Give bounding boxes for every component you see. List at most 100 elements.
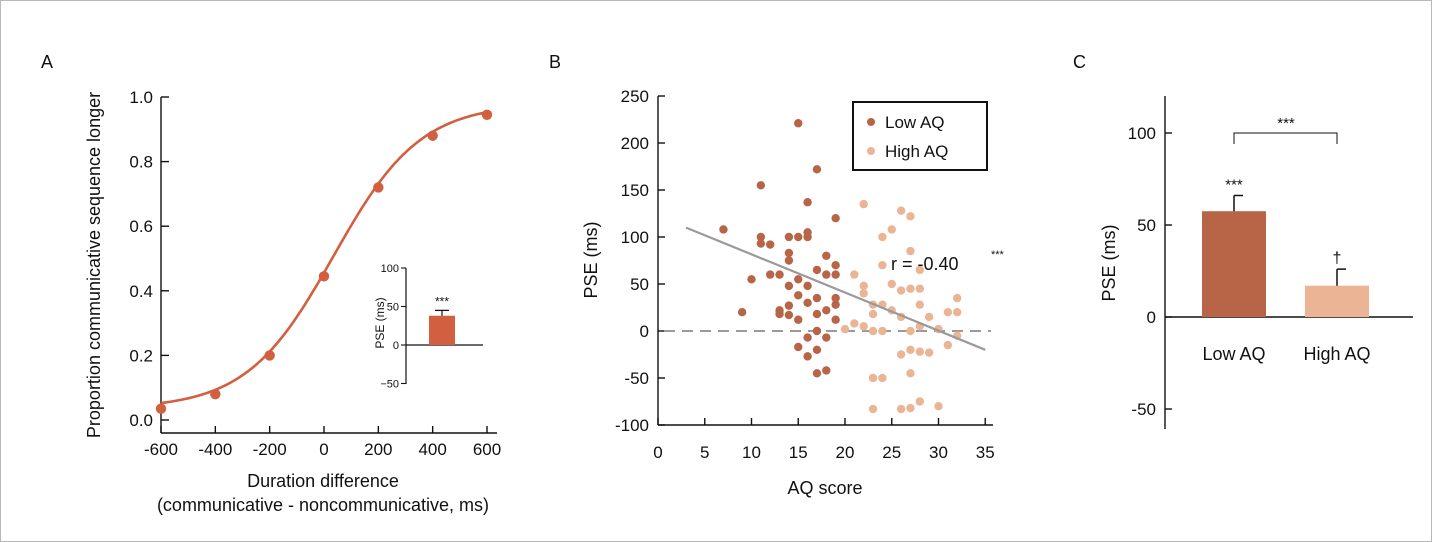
a-data-point (373, 182, 384, 193)
c-y-ticks: 100 50 0 -50 (1128, 124, 1172, 419)
panel-c-label: C (1073, 52, 1086, 72)
c-y-tick-label: -50 (1131, 400, 1156, 419)
legend-label-low: Low AQ (885, 113, 945, 132)
b-point-high-aq (943, 308, 953, 317)
b-y-tick-label: -50 (624, 369, 649, 388)
b-point-high-aq (915, 347, 924, 356)
b-point-high-aq (934, 402, 943, 411)
b-point-high-aq (868, 404, 878, 414)
b-point-high-aq (868, 373, 878, 383)
b-x-tick-label: 0 (653, 443, 662, 462)
b-point-low-aq (803, 333, 812, 342)
b-point-low-aq (831, 315, 840, 324)
b-point-low-aq (784, 281, 794, 291)
b-point-high-aq (906, 345, 915, 354)
b-point-high-aq (906, 246, 915, 256)
b-point-low-aq (794, 275, 803, 284)
b-point-low-aq (822, 333, 831, 342)
b-point-high-aq (953, 308, 962, 317)
c-error-bar (1233, 194, 1243, 212)
a-x-tick-label: 400 (418, 440, 446, 459)
a-x-tick-label: -400 (198, 440, 232, 459)
a-x-tick-label: -200 (253, 440, 287, 459)
b-point-low-aq (812, 326, 822, 336)
b-y-tick-label: 0 (640, 322, 649, 341)
b-point-high-aq (850, 319, 859, 328)
b-point-low-aq (794, 119, 803, 128)
b-regression-line (685, 226, 986, 351)
b-y-tick-label: 100 (621, 228, 649, 247)
b-point-high-aq (878, 261, 887, 270)
b-point-high-aq (906, 212, 915, 221)
b-point-high-aq (906, 326, 915, 336)
b-point-high-aq (896, 350, 906, 359)
panel-a: A 0.0 0.2 0.4 0.6 0.8 1.0 -600 -400 -200 0 200 400… (41, 52, 501, 515)
b-point-low-aq (747, 275, 756, 284)
b-x-tick-label: 5 (700, 443, 709, 462)
b-point-low-aq (812, 369, 822, 378)
b-point-low-aq (794, 315, 803, 324)
c-bar-significance: † (1333, 250, 1342, 267)
b-y-ticks: 250 200 150 100 50 0 -50 -100 (615, 87, 665, 435)
b-point-low-aq (822, 306, 831, 315)
b-point-high-aq (868, 326, 878, 336)
b-point-high-aq (896, 286, 906, 295)
b-point-low-aq (831, 300, 840, 309)
b-point-low-aq (822, 366, 831, 375)
b-y-tick-label: 50 (630, 275, 649, 294)
a-x-tick-label: -600 (144, 440, 178, 459)
c-bracket-significance: *** (1277, 115, 1295, 132)
inset-tick-label: 0 (393, 340, 399, 352)
c-y-axis-label: PSE (ms) (1099, 224, 1119, 301)
b-point-high-aq (859, 281, 868, 291)
b-point-low-aq (784, 310, 794, 320)
panel-b-label: B (549, 52, 561, 72)
a-data-point (427, 130, 438, 141)
b-point-high-aq (878, 326, 887, 336)
a-x-tick-label: 200 (364, 440, 392, 459)
b-point-low-aq (803, 281, 812, 291)
c-y-tick-label: 100 (1128, 124, 1156, 143)
b-point-low-aq (812, 345, 822, 354)
b-x-axis-label: AQ score (787, 478, 862, 498)
a-y-tick-label: 0.6 (129, 217, 153, 236)
b-point-low-aq (803, 198, 812, 207)
a-x-tick-label: 0 (319, 440, 328, 459)
b-point-high-aq (943, 340, 953, 350)
b-x-tick-label: 25 (882, 443, 901, 462)
b-point-low-aq (812, 165, 822, 174)
a-fit-curve (160, 110, 488, 405)
b-point-low-aq (803, 298, 812, 307)
inset-tick-label: −50 (380, 379, 399, 391)
a-data-points (155, 109, 493, 414)
c-category-label: High AQ (1303, 344, 1370, 364)
b-y-tick-label: 250 (621, 87, 649, 106)
b-point-high-aq (887, 225, 896, 234)
a-x-axis-label: Duration difference (247, 471, 399, 491)
a-y-tick-label: 0.2 (129, 346, 153, 365)
b-point-low-aq (784, 301, 794, 310)
c-bar-significance: *** (1225, 177, 1243, 194)
b-point-low-aq (831, 261, 840, 270)
b-x-tick-label: 35 (976, 443, 995, 462)
b-point-low-aq (766, 270, 775, 279)
b-x-tick-label: 15 (789, 443, 808, 462)
b-point-high-aq (840, 324, 850, 334)
c-significance-bracket (1233, 132, 1338, 144)
b-point-high-aq (859, 322, 868, 331)
b-point-high-aq (859, 289, 868, 298)
b-point-high-aq (915, 397, 924, 406)
b-point-high-aq (878, 373, 887, 383)
b-point-high-aq (850, 270, 859, 279)
b-point-high-aq (915, 265, 924, 275)
b-point-low-aq (756, 239, 766, 248)
a-y-tick-label: 0.0 (129, 411, 153, 430)
b-point-low-aq (822, 251, 831, 260)
legend-marker-low (867, 118, 875, 126)
c-error-bar (1336, 268, 1346, 286)
b-point-low-aq (784, 248, 794, 258)
a-y-ticks: 0.0 0.2 0.4 0.6 0.8 1.0 (129, 88, 169, 430)
b-y-axis-label: PSE (ms) (581, 221, 601, 298)
b-point-low-aq (812, 293, 822, 303)
